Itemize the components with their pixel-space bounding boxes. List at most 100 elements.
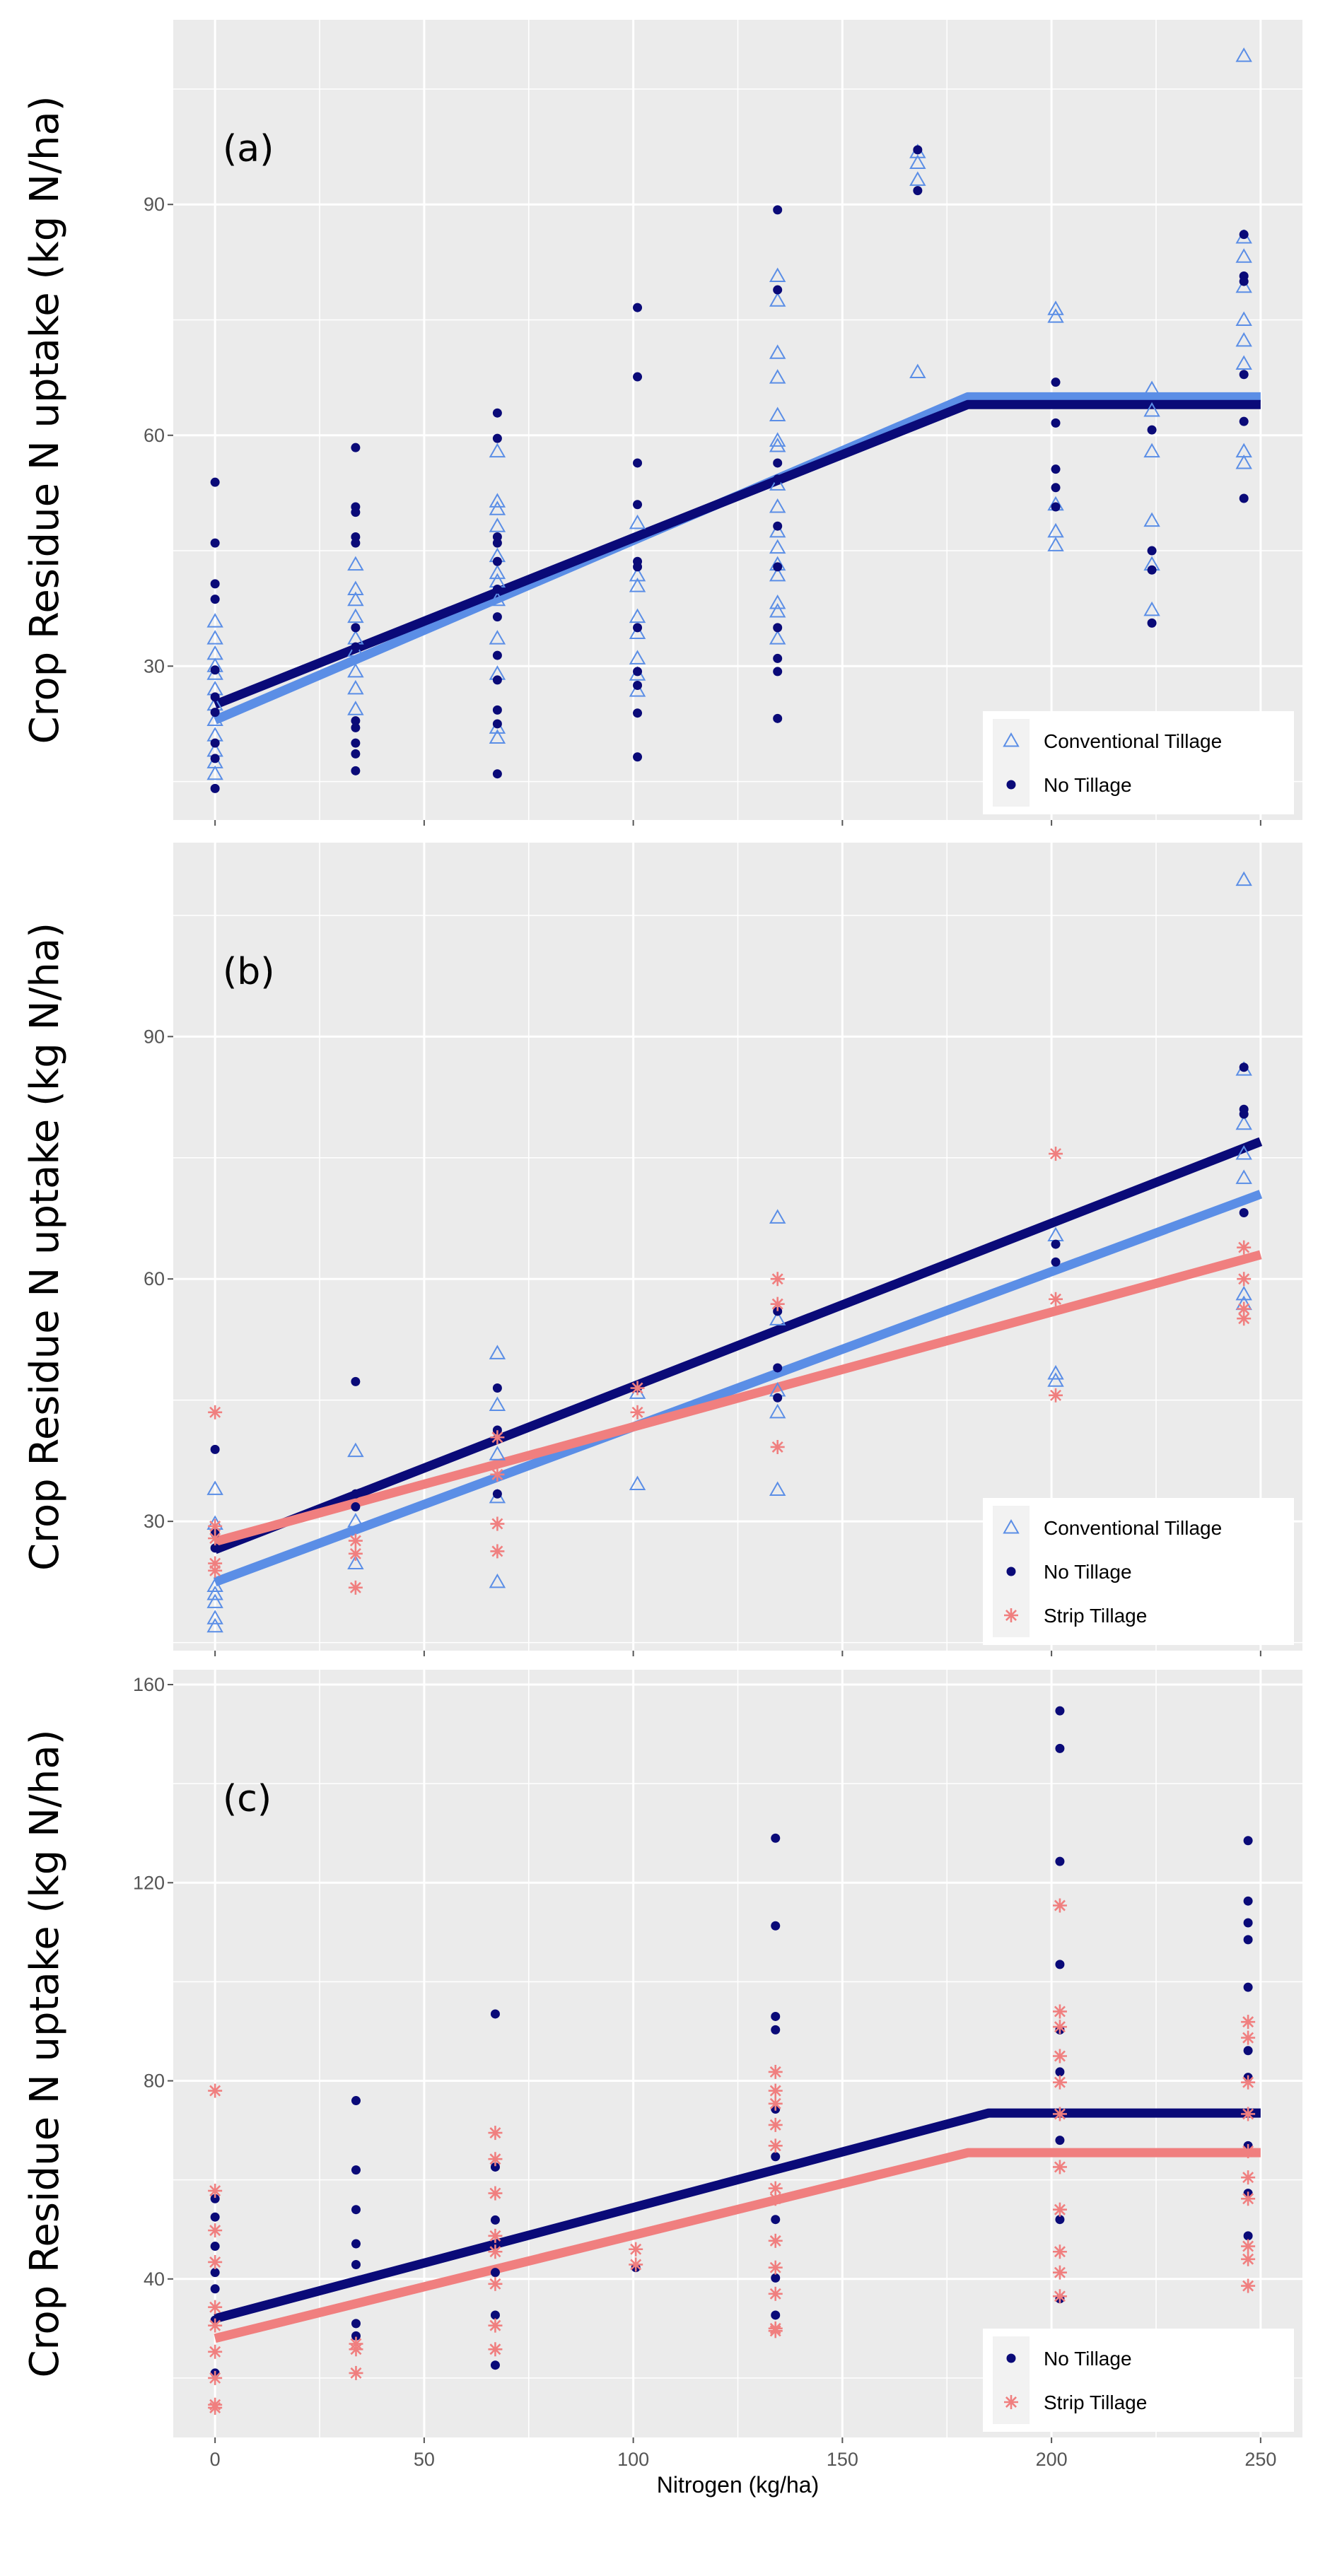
asterisk-stroke: [631, 1406, 643, 1418]
legend-label: No Tillage: [1044, 774, 1132, 796]
asterisk-marker: [1052, 2004, 1067, 2019]
y-axis-title: Crop Residue N uptake (kg N/ha): [22, 923, 68, 1571]
dot-marker: [351, 2259, 361, 2269]
triangle-marker: [1143, 402, 1160, 417]
asterisk-marker: [1052, 2265, 1067, 2280]
dot-marker: [1239, 493, 1249, 503]
triangle-marker: [206, 630, 223, 645]
panel-c: 40 80 120 160 0 50 100 150 200 250 Nitrogen (kg/ha…: [22, 1670, 1302, 2498]
y-tick-label: 120: [133, 1872, 165, 1893]
dot-marker: [1243, 1935, 1253, 1945]
dot-marker: [490, 2162, 500, 2172]
asterisk-stroke: [1054, 2203, 1066, 2215]
dot-marker: [492, 612, 502, 622]
asterisk-marker: [1241, 2015, 1256, 2030]
dot-marker: [1147, 546, 1157, 556]
legend: Conventional Tillage No Tillage Strip Till…: [983, 1498, 1294, 1645]
x-tick-label: 200: [1036, 2449, 1068, 2470]
asterisk-stroke: [209, 1533, 221, 1545]
asterisk-marker: [1241, 2278, 1256, 2293]
asterisk-marker: [630, 1405, 645, 1419]
panel-b: 30 60 90 Crop Residue N uptake (kg N/ha) (b)…: [22, 843, 1302, 1656]
dot-marker: [773, 205, 783, 215]
dot-marker: [1239, 276, 1249, 286]
asterisk-stroke: [1054, 2161, 1066, 2173]
triangle-marker: [1235, 1145, 1252, 1160]
y-tick-label: 90: [144, 194, 165, 215]
asterisk-marker: [208, 2254, 223, 2269]
triangle-marker: [347, 580, 364, 595]
asterisk-marker: [768, 2096, 783, 2111]
asterisk-stroke: [209, 2319, 221, 2331]
triangle-marker: [769, 566, 786, 582]
triangle-marker: [769, 292, 786, 307]
triangle-marker: [1143, 443, 1160, 458]
fit-line-conventional-tillage: [213, 392, 1261, 725]
dot-marker: [1055, 2067, 1065, 2077]
legend-label: Strip Tillage: [1044, 2391, 1147, 2413]
asterisk-marker: [490, 1544, 505, 1559]
dot-marker: [210, 708, 220, 718]
series-no-tillage: [210, 1062, 1249, 1553]
panel-label: (a): [223, 128, 274, 170]
asterisk-marker: [208, 2300, 223, 2314]
dot-marker: [1055, 1856, 1065, 1866]
dot-marker: [1051, 377, 1061, 387]
asterisk-marker: [208, 1563, 223, 1578]
asterisk-marker: [1052, 2160, 1067, 2174]
triangle-marker: [206, 1585, 223, 1600]
asterisk-stroke: [489, 2246, 501, 2258]
asterisk-stroke: [769, 2097, 781, 2109]
dot-marker: [771, 2310, 781, 2320]
triangle-marker: [769, 630, 786, 645]
asterisk-stroke: [769, 2288, 781, 2300]
dot-marker: [773, 1306, 783, 1316]
triangle-marker: [1143, 380, 1160, 395]
dot-marker: [210, 538, 220, 548]
asterisk-marker: [488, 2342, 503, 2357]
triangle-marker: [769, 1311, 786, 1325]
triangle-marker: [489, 1446, 506, 1460]
dot-marker: [492, 705, 502, 715]
triangle-marker: [769, 498, 786, 513]
triangle-marker: [347, 1555, 364, 1570]
asterisk-marker: [630, 1381, 645, 1395]
dot-marker: [351, 716, 361, 726]
asterisk-stroke: [1242, 2193, 1254, 2205]
asterisk-stroke: [1242, 2032, 1254, 2044]
y-tick-label: 30: [144, 655, 165, 677]
asterisk-stroke: [769, 2119, 781, 2131]
triangle-marker: [909, 363, 926, 379]
triangle-marker: [347, 701, 364, 715]
dot-marker: [1051, 502, 1061, 512]
dot-marker: [633, 667, 643, 677]
dot-marker: [771, 2025, 781, 2035]
fit-line-conventional-tillage: [213, 1190, 1263, 1586]
dot-marker: [210, 2194, 220, 2203]
asterisk-stroke: [1050, 1148, 1062, 1160]
asterisk-marker: [1241, 2107, 1256, 2121]
dot-marker: [773, 562, 783, 572]
triangle-marker: [347, 642, 364, 657]
triangle-marker: [1047, 537, 1064, 551]
triangle-marker: [909, 154, 926, 169]
legend-box: [983, 711, 1294, 814]
triangle-marker: [1235, 311, 1252, 326]
dot-marker: [492, 650, 502, 660]
asterisk-marker: [1049, 1388, 1063, 1403]
asterisk-marker: [349, 2365, 363, 2380]
dot-marker: [490, 2268, 500, 2278]
dot-marker: [351, 1376, 361, 1386]
dot-marker: [771, 1833, 781, 1843]
asterisk-stroke: [1242, 2016, 1254, 2028]
triangle-marker: [1235, 278, 1252, 293]
asterisk-marker: [488, 2186, 503, 2201]
dot-marker: [351, 722, 361, 732]
dot-marker: [210, 1444, 220, 1454]
triangle-marker: [489, 443, 506, 458]
asterisk-marker: [629, 2242, 643, 2256]
asterisk-stroke: [1242, 2145, 1254, 2158]
asterisk-marker: [208, 2344, 223, 2359]
legend-key-bg: [993, 719, 1030, 763]
dot-marker: [492, 675, 502, 685]
